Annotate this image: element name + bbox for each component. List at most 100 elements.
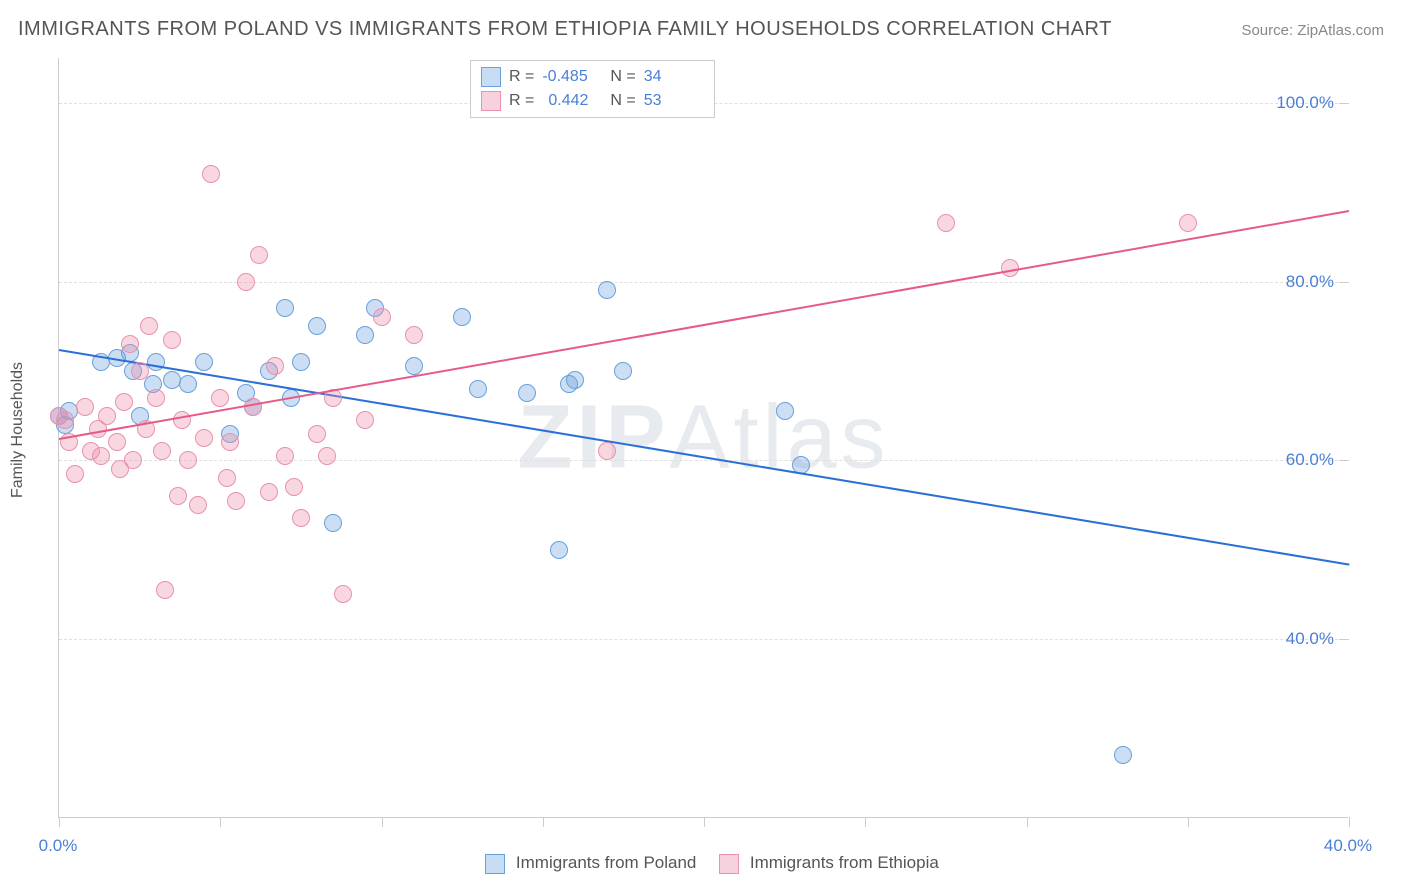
data-point: [550, 541, 568, 559]
data-point: [140, 317, 158, 335]
gridline-horizontal: [59, 460, 1348, 461]
data-point: [76, 398, 94, 416]
n-label: N =: [610, 92, 635, 110]
data-point: [453, 308, 471, 326]
gridline-horizontal: [59, 639, 1348, 640]
data-point: [405, 357, 423, 375]
data-point: [189, 496, 207, 514]
data-point: [292, 509, 310, 527]
data-point: [324, 514, 342, 532]
data-point: [276, 447, 294, 465]
data-point: [179, 375, 197, 393]
y-tick-label: 40.0%: [1286, 629, 1334, 649]
data-point: [98, 407, 116, 425]
r-label: R =: [509, 92, 534, 110]
data-point: [108, 433, 126, 451]
data-point: [121, 335, 139, 353]
tick-mark: [220, 817, 221, 827]
data-point: [260, 483, 278, 501]
legend-row-poland: R = -0.485 N = 34: [481, 65, 704, 89]
data-point: [518, 384, 536, 402]
tick-mark: [1339, 639, 1349, 640]
series-legend: Immigrants from Poland Immigrants from E…: [0, 853, 1406, 874]
data-point: [156, 581, 174, 599]
y-tick-label: 80.0%: [1286, 272, 1334, 292]
tick-mark: [1188, 817, 1189, 827]
data-point: [285, 478, 303, 496]
data-point: [195, 353, 213, 371]
n-value-poland: 34: [644, 68, 704, 86]
data-point: [218, 469, 236, 487]
data-point: [292, 353, 310, 371]
swatch-ethiopia-icon: [719, 854, 739, 874]
r-label: R =: [509, 68, 534, 86]
data-point: [237, 273, 255, 291]
tick-mark: [59, 817, 60, 827]
data-point: [153, 442, 171, 460]
data-point: [356, 411, 374, 429]
tick-mark: [1339, 103, 1349, 104]
watermark-light: Atlas: [669, 387, 889, 487]
data-point: [92, 447, 110, 465]
legend-label-ethiopia: Immigrants from Ethiopia: [750, 853, 939, 872]
n-label: N =: [610, 68, 635, 86]
data-point: [163, 331, 181, 349]
data-point: [169, 487, 187, 505]
data-point: [469, 380, 487, 398]
data-point: [776, 402, 794, 420]
tick-mark: [1027, 817, 1028, 827]
y-axis-label: Family Households: [9, 362, 27, 498]
data-point: [173, 411, 191, 429]
tick-mark: [704, 817, 705, 827]
swatch-poland: [481, 67, 501, 87]
data-point: [566, 371, 584, 389]
data-point: [334, 585, 352, 603]
data-point: [124, 451, 142, 469]
swatch-ethiopia: [481, 91, 501, 111]
data-point: [147, 389, 165, 407]
data-point: [66, 465, 84, 483]
trend-line: [59, 210, 1349, 440]
correlation-legend: R = -0.485 N = 34 R = 0.442 N = 53: [470, 60, 715, 118]
data-point: [56, 411, 74, 429]
data-point: [308, 317, 326, 335]
data-point: [318, 447, 336, 465]
data-point: [202, 165, 220, 183]
tick-mark: [865, 817, 866, 827]
y-tick-label: 60.0%: [1286, 450, 1334, 470]
source-attribution: Source: ZipAtlas.com: [1241, 22, 1384, 39]
tick-mark: [1339, 282, 1349, 283]
data-point: [211, 389, 229, 407]
data-point: [1179, 214, 1197, 232]
data-point: [598, 281, 616, 299]
data-point: [598, 442, 616, 460]
y-tick-label: 100.0%: [1276, 93, 1334, 113]
watermark: ZIPAtlas: [517, 386, 889, 489]
data-point: [614, 362, 632, 380]
legend-label-poland: Immigrants from Poland: [516, 853, 696, 872]
tick-mark: [1349, 817, 1350, 827]
chart-plot-area: ZIPAtlas 40.0% 60.0% 80.0% 100.0%: [58, 58, 1348, 818]
data-point: [179, 451, 197, 469]
tick-mark: [543, 817, 544, 827]
tick-mark: [382, 817, 383, 827]
data-point: [937, 214, 955, 232]
data-point: [221, 433, 239, 451]
r-value-ethiopia: 0.442: [542, 92, 602, 110]
data-point: [131, 362, 149, 380]
swatch-poland-icon: [485, 854, 505, 874]
legend-row-ethiopia: R = 0.442 N = 53: [481, 89, 704, 113]
data-point: [308, 425, 326, 443]
r-value-poland: -0.485: [542, 68, 602, 86]
data-point: [227, 492, 245, 510]
trend-line: [59, 349, 1349, 566]
chart-title: IMMIGRANTS FROM POLAND VS IMMIGRANTS FRO…: [18, 18, 1112, 41]
data-point: [250, 246, 268, 264]
data-point: [266, 357, 284, 375]
data-point: [1114, 746, 1132, 764]
data-point: [195, 429, 213, 447]
tick-mark: [1339, 460, 1349, 461]
data-point: [115, 393, 133, 411]
data-point: [276, 299, 294, 317]
x-tick-label: 0.0%: [39, 836, 78, 856]
